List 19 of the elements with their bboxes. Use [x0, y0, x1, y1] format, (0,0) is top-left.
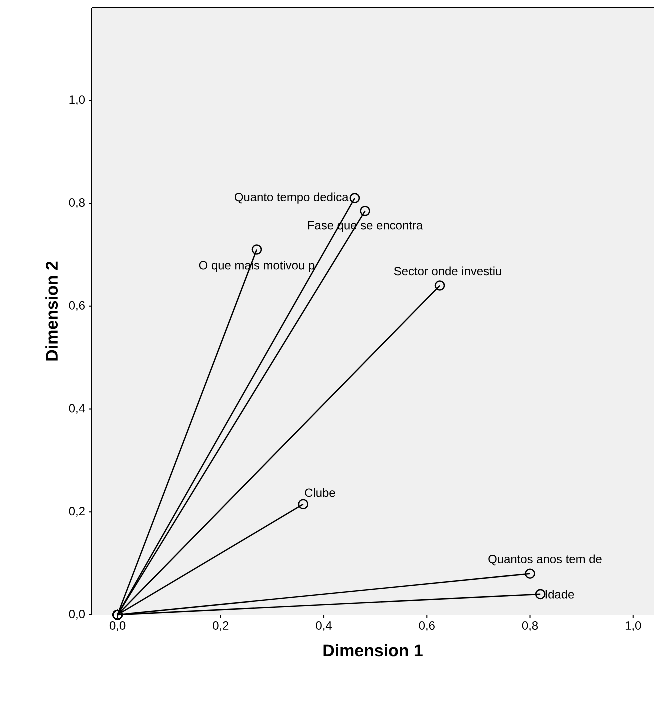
- x-tick-label: 0,0: [110, 622, 126, 632]
- y-tick-label: 0,0: [69, 610, 86, 620]
- y-tick-label: 0,8: [69, 198, 85, 208]
- y-tick-label: 0,2: [69, 507, 85, 518]
- x-tick-label: 1,0: [626, 622, 642, 632]
- series-label: Quanto tempo dedica: [235, 192, 349, 204]
- series-label: Quantos anos tem de: [488, 554, 602, 566]
- y-tick-label: 1,0: [70, 96, 86, 106]
- series-label: Sector onde investiu: [394, 266, 502, 276]
- x-tick-label: 0,6: [419, 622, 435, 632]
- series-label: Idade: [546, 590, 574, 599]
- x-tick-label: 0,4: [316, 622, 332, 632]
- y-tick-label: 0,4: [69, 404, 86, 414]
- x-axis-title: Dimension 1: [324, 644, 423, 657]
- x-tick-label: 0,8: [522, 622, 538, 632]
- series-label: Clube: [305, 488, 336, 498]
- y-axis-title: Dimension 2: [46, 262, 58, 361]
- y-tick-label: 0,6: [69, 301, 85, 312]
- x-tick-label: 0,2: [213, 622, 229, 632]
